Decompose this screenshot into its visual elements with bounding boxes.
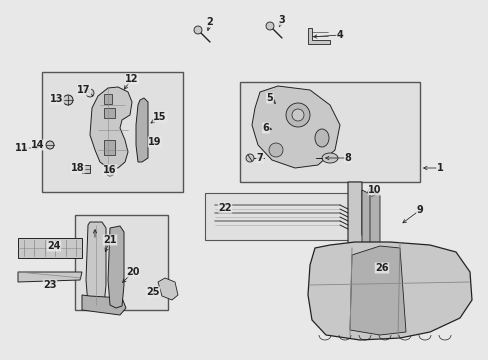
Circle shape xyxy=(268,143,283,157)
Text: 6: 6 xyxy=(262,123,269,133)
Text: 19: 19 xyxy=(148,137,162,147)
Text: 15: 15 xyxy=(153,112,166,122)
Text: 11: 11 xyxy=(15,143,29,153)
Circle shape xyxy=(265,22,273,30)
Text: 18: 18 xyxy=(71,163,84,173)
Polygon shape xyxy=(361,190,371,255)
Text: 16: 16 xyxy=(103,165,117,175)
Circle shape xyxy=(194,26,202,34)
Text: 4: 4 xyxy=(336,30,343,40)
Text: 5: 5 xyxy=(266,93,273,103)
Polygon shape xyxy=(82,295,126,315)
Polygon shape xyxy=(104,94,112,104)
Polygon shape xyxy=(347,182,369,260)
Polygon shape xyxy=(82,165,90,173)
Circle shape xyxy=(46,141,54,149)
Circle shape xyxy=(285,103,309,127)
Text: 3: 3 xyxy=(278,15,285,25)
Text: 9: 9 xyxy=(416,205,423,215)
Circle shape xyxy=(291,109,304,121)
Bar xyxy=(75,215,168,310)
Polygon shape xyxy=(18,238,82,258)
Text: 13: 13 xyxy=(50,94,63,104)
Text: 25: 25 xyxy=(146,287,160,297)
Polygon shape xyxy=(307,28,329,44)
Polygon shape xyxy=(104,108,115,118)
Text: 23: 23 xyxy=(43,280,57,290)
Bar xyxy=(204,193,377,240)
Circle shape xyxy=(63,95,73,105)
Polygon shape xyxy=(136,98,148,162)
Ellipse shape xyxy=(321,153,337,163)
Text: 14: 14 xyxy=(31,140,45,150)
Bar xyxy=(42,72,183,192)
Text: 10: 10 xyxy=(367,185,381,195)
Text: 20: 20 xyxy=(126,267,140,277)
Text: 24: 24 xyxy=(47,241,61,251)
Polygon shape xyxy=(108,226,124,308)
Polygon shape xyxy=(104,140,115,155)
Circle shape xyxy=(367,188,375,196)
Circle shape xyxy=(245,154,253,162)
Polygon shape xyxy=(251,86,339,168)
Bar xyxy=(240,82,419,182)
Text: 1: 1 xyxy=(436,163,443,173)
Text: 26: 26 xyxy=(374,263,388,273)
Text: 17: 17 xyxy=(77,85,91,95)
Text: 12: 12 xyxy=(125,74,139,84)
Polygon shape xyxy=(18,272,82,282)
Ellipse shape xyxy=(314,129,328,147)
Text: 22: 22 xyxy=(218,203,231,213)
Text: 7: 7 xyxy=(256,153,263,163)
Polygon shape xyxy=(349,246,405,335)
Text: 8: 8 xyxy=(344,153,351,163)
Polygon shape xyxy=(307,242,471,340)
Polygon shape xyxy=(369,190,379,255)
Circle shape xyxy=(86,89,94,97)
Text: 2: 2 xyxy=(206,17,213,27)
Polygon shape xyxy=(90,87,132,168)
Polygon shape xyxy=(158,278,178,300)
Text: 21: 21 xyxy=(103,235,117,245)
Circle shape xyxy=(106,168,114,176)
Polygon shape xyxy=(86,222,106,308)
